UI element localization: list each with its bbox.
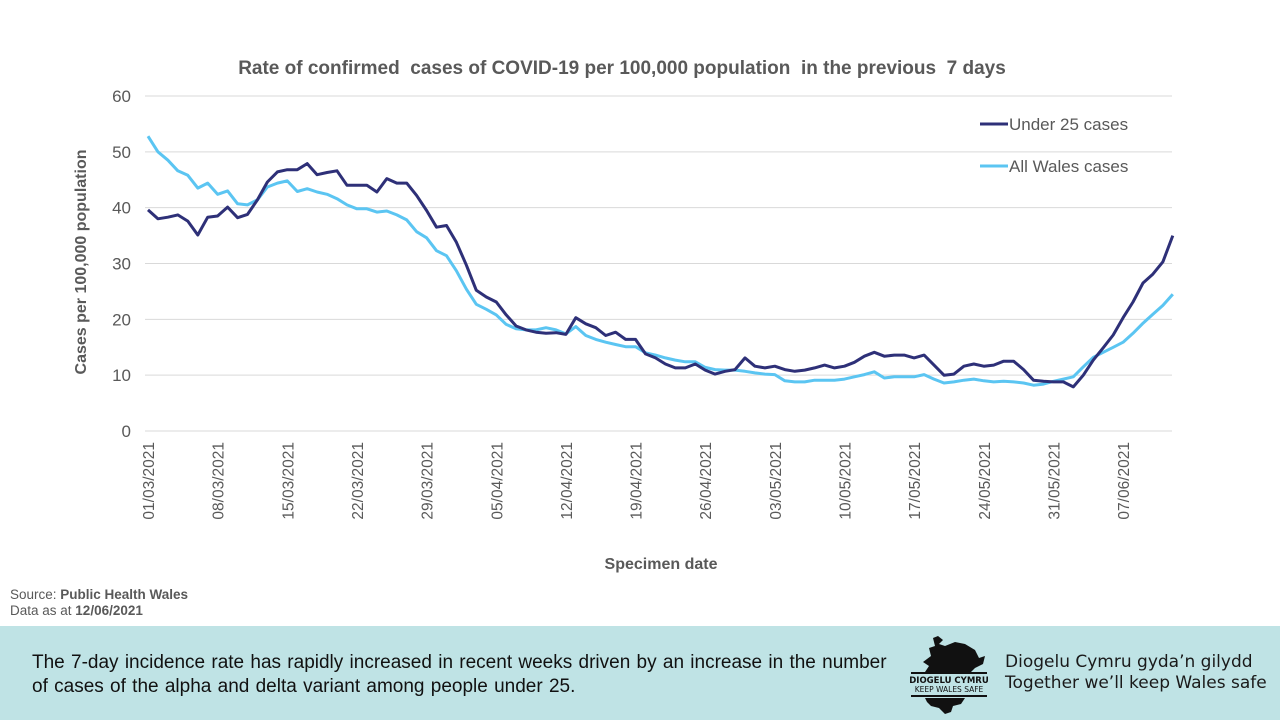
series-lines [146,135,1175,389]
x-tick-label: 08/03/2021 [211,442,228,520]
source-label: Source: [10,587,61,602]
y-tick-label: 10 [112,366,131,385]
y-axis-title: Cases per 100,000 population [73,150,90,375]
data-date-label: Data as at [10,603,76,618]
x-tick-label: 15/03/2021 [280,442,297,520]
legend: Under 25 cases All Wales cases [980,115,1128,176]
x-tick-label: 10/05/2021 [838,442,855,520]
x-tick-label: 22/03/2021 [350,442,367,520]
y-axis-ticks: 0 10 20 30 40 50 60 [112,87,131,441]
source-value: Public Health Wales [60,587,189,602]
y-tick-label: 30 [112,255,131,274]
x-tick-label: 24/05/2021 [977,442,994,520]
y-tick-label: 40 [112,199,131,218]
x-tick-label: 26/04/2021 [698,442,715,520]
logo-line1: DIOGELU CYMRU [909,676,989,686]
source-note: Source: Public Health Wales Data as at 1… [10,587,188,619]
legend-label-all-wales: All Wales cases [1009,157,1128,176]
x-tick-label: 03/05/2021 [768,442,785,520]
x-axis-ticks: 01/03/2021 08/03/2021 15/03/2021 22/03/2021… [141,442,1133,520]
line-chart: Rate of confirmed cases of COVID-19 per … [73,58,1175,573]
x-tick-label: 07/06/2021 [1116,442,1133,520]
x-tick-label: 29/03/2021 [420,442,437,520]
slogan: Diogelu Cymru gyda’n gilydd Together we’… [1005,652,1267,694]
chart-title: Rate of confirmed cases of COVID-19 per … [238,58,1006,79]
y-tick-label: 20 [112,310,131,329]
footer-banner: The 7-day incidence rate has rapidly inc… [0,626,1280,720]
data-date-value: 12/06/2021 [75,603,143,618]
legend-label-under-25: Under 25 cases [1009,115,1128,134]
x-tick-label: 17/05/2021 [907,442,924,520]
logo-line2: KEEP WALES SAFE [915,685,984,694]
y-tick-label: 50 [112,143,131,162]
x-tick-label: 05/04/2021 [489,442,506,520]
x-axis-title: Specimen date [605,556,718,573]
gridlines [145,95,1172,432]
series-line-all-wales-cases [146,135,1174,387]
x-tick-label: 19/04/2021 [629,442,646,520]
slogan-english: Together we’ll keep Wales safe [1005,673,1267,693]
y-tick-label: 60 [112,87,131,106]
summary-text: The 7-day incidence rate has rapidly inc… [32,652,887,697]
series-line-under-25-cases [146,162,1175,389]
x-tick-label: 01/03/2021 [141,442,158,520]
y-tick-label: 0 [122,422,131,441]
x-tick-label: 12/04/2021 [559,442,576,520]
x-tick-label: 31/05/2021 [1046,442,1063,520]
slogan-welsh: Diogelu Cymru gyda’n gilydd [1005,652,1253,672]
wales-map-icon: DIOGELU CYMRU KEEP WALES SAFE [909,636,989,714]
